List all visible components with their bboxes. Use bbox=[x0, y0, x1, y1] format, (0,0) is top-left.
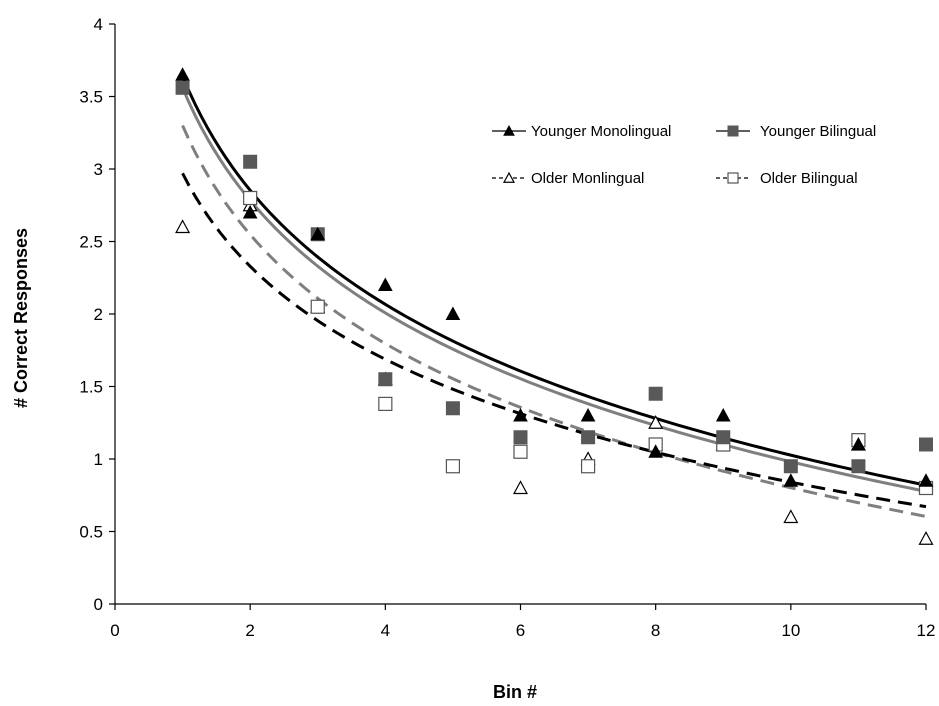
x-tick-label: 0 bbox=[110, 621, 119, 640]
data-point bbox=[513, 444, 528, 459]
x-tick-label: 4 bbox=[381, 621, 390, 640]
legend-label: Older Bilingual bbox=[760, 170, 858, 187]
data-point bbox=[851, 436, 866, 451]
data-point bbox=[918, 530, 934, 545]
data-point bbox=[242, 204, 258, 219]
y-tick-label: 2 bbox=[94, 305, 103, 324]
y-tick-label: 1 bbox=[94, 450, 103, 469]
x-tick-label: 12 bbox=[917, 621, 936, 640]
legend-label: Older Monlingual bbox=[531, 170, 644, 187]
data-point bbox=[512, 480, 529, 495]
trend-lines bbox=[181, 75, 927, 518]
data-point bbox=[310, 226, 326, 241]
y-tick-label: 1.5 bbox=[79, 378, 103, 397]
x-tick-label: 8 bbox=[651, 621, 660, 640]
x-tick-label: 6 bbox=[516, 621, 525, 640]
legend-marker bbox=[503, 124, 515, 136]
legend-label: Younger Bilingual bbox=[760, 123, 876, 140]
tick-labels: 0 0.5 1 1.5 2 2.5 3 3.5 4 0 2 4 6 8 10 12 bbox=[79, 15, 935, 640]
data-point bbox=[513, 430, 528, 445]
data-point bbox=[581, 430, 596, 445]
y-tick-label: 0 bbox=[94, 595, 103, 614]
legend-marker bbox=[727, 125, 739, 137]
legend-label: Younger Monolingual bbox=[531, 123, 671, 140]
data-point bbox=[513, 407, 528, 422]
data-point bbox=[310, 299, 325, 314]
data-point bbox=[175, 67, 190, 81]
y-tick-label: 3.5 bbox=[79, 88, 103, 107]
y-axis-title: # Correct Responses bbox=[11, 228, 31, 408]
data-point bbox=[648, 444, 664, 458]
data-point bbox=[378, 372, 393, 387]
data-point bbox=[851, 459, 866, 474]
legend-marker bbox=[727, 172, 739, 184]
data-point bbox=[445, 306, 461, 321]
legend-marker bbox=[502, 171, 516, 183]
data-point bbox=[716, 430, 731, 445]
legend: Younger Monolingual Younger Bilingual Olde… bbox=[492, 123, 876, 187]
trend-line bbox=[181, 75, 927, 487]
data-point bbox=[783, 459, 798, 474]
data-point bbox=[783, 473, 799, 487]
data-points bbox=[175, 67, 934, 545]
data-point bbox=[175, 80, 190, 95]
y-tick-label: 3 bbox=[94, 160, 103, 179]
data-point bbox=[580, 459, 596, 474]
x-tick-label: 2 bbox=[245, 621, 254, 640]
y-tick-label: 2.5 bbox=[79, 233, 103, 252]
data-point bbox=[445, 401, 460, 416]
data-point bbox=[243, 154, 258, 169]
trend-line bbox=[181, 124, 927, 518]
y-tick-label: 4 bbox=[94, 15, 103, 34]
data-point bbox=[918, 473, 934, 487]
data-point bbox=[445, 459, 461, 474]
x-tick-label: 10 bbox=[781, 621, 800, 640]
data-point bbox=[378, 396, 393, 411]
data-point bbox=[648, 414, 664, 429]
data-point bbox=[377, 277, 393, 292]
data-point bbox=[783, 509, 799, 524]
data-point bbox=[715, 407, 731, 422]
data-point bbox=[243, 190, 258, 206]
trend-line bbox=[181, 172, 927, 509]
data-point bbox=[175, 219, 191, 234]
axes bbox=[109, 23, 927, 610]
data-point bbox=[648, 386, 663, 401]
x-axis-title: Bin # bbox=[493, 682, 537, 702]
trend-line bbox=[181, 87, 927, 493]
data-point bbox=[919, 437, 933, 452]
y-tick-label: 0.5 bbox=[79, 523, 103, 542]
data-point bbox=[580, 407, 596, 422]
